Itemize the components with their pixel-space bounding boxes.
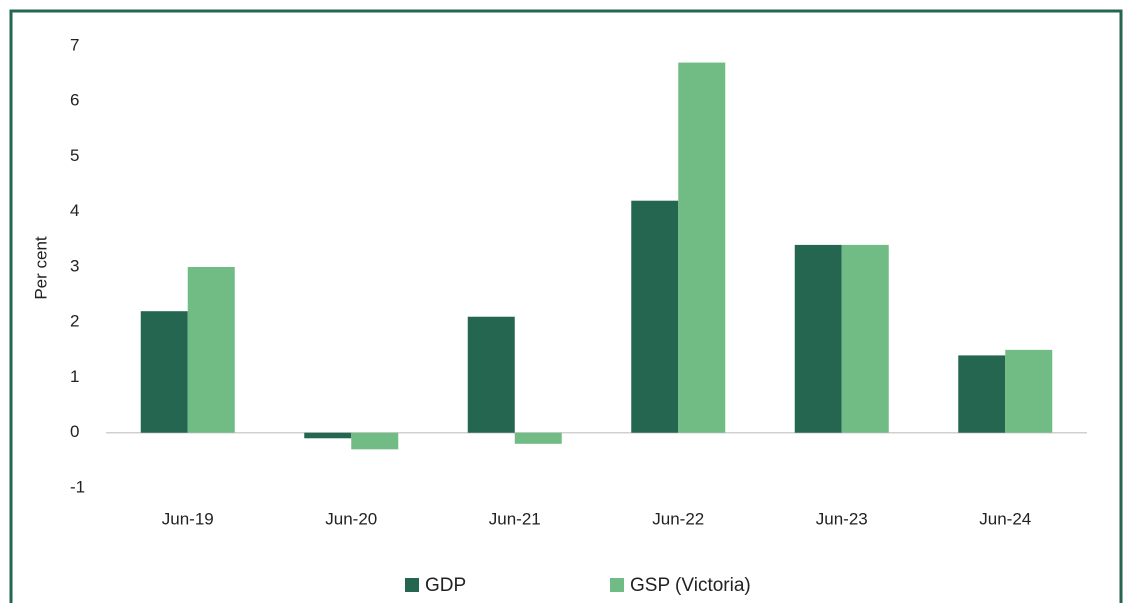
legend-label: GSP (Victoria) <box>630 575 751 596</box>
x-tick-label: Jun-21 <box>489 509 541 528</box>
bar <box>467 316 515 433</box>
bar <box>678 62 726 433</box>
y-axis-label: Per cent <box>31 236 50 300</box>
bar <box>187 267 235 433</box>
y-tick-label: 5 <box>70 146 79 165</box>
y-tick-label: 7 <box>70 35 79 54</box>
bar <box>1005 349 1053 433</box>
legend-swatch <box>610 578 624 592</box>
legend-label: GDP <box>425 575 466 596</box>
y-tick-label: 4 <box>70 201 79 220</box>
y-tick-label: 1 <box>70 367 79 386</box>
bar <box>841 244 889 433</box>
y-tick-label: 2 <box>70 312 79 331</box>
bar <box>304 432 352 439</box>
x-tick-label: Jun-24 <box>979 509 1031 528</box>
y-tick-label: 3 <box>70 256 79 275</box>
y-tick-label: -1 <box>70 477 85 496</box>
bar <box>794 244 842 433</box>
x-tick-label: Jun-22 <box>652 509 704 528</box>
bar <box>140 311 188 433</box>
bar <box>631 200 679 433</box>
bar <box>514 432 562 444</box>
y-tick-label: 6 <box>70 91 79 110</box>
bar <box>351 432 399 450</box>
x-tick-label: Jun-20 <box>325 509 377 528</box>
legend-swatch <box>405 578 419 592</box>
bar <box>958 355 1006 433</box>
x-tick-label: Jun-19 <box>162 509 214 528</box>
y-tick-label: 0 <box>70 422 79 441</box>
frame <box>9 9 1123 603</box>
x-tick-label: Jun-23 <box>816 509 868 528</box>
